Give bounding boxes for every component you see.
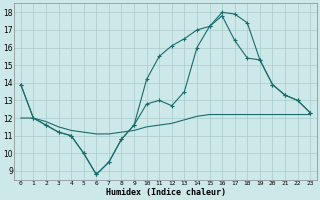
X-axis label: Humidex (Indice chaleur): Humidex (Indice chaleur) [106, 188, 226, 197]
